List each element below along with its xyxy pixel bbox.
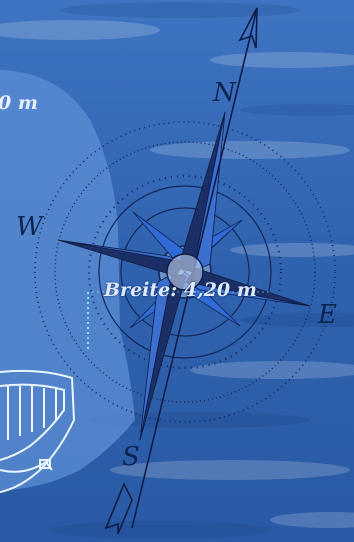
width-measurement-label: Breite: 4,20 m: [104, 279, 257, 301]
compass-west-label: W: [16, 212, 43, 242]
compass-east-label: E: [318, 300, 337, 330]
compass-south-label: S: [122, 442, 140, 472]
compass-hub: [166, 253, 204, 291]
boat-outline: [0, 369, 76, 493]
length-measurement-label: 0 m: [0, 92, 38, 114]
compass-cardinal-points: [57, 111, 311, 441]
compass-north-label: N: [213, 78, 236, 108]
